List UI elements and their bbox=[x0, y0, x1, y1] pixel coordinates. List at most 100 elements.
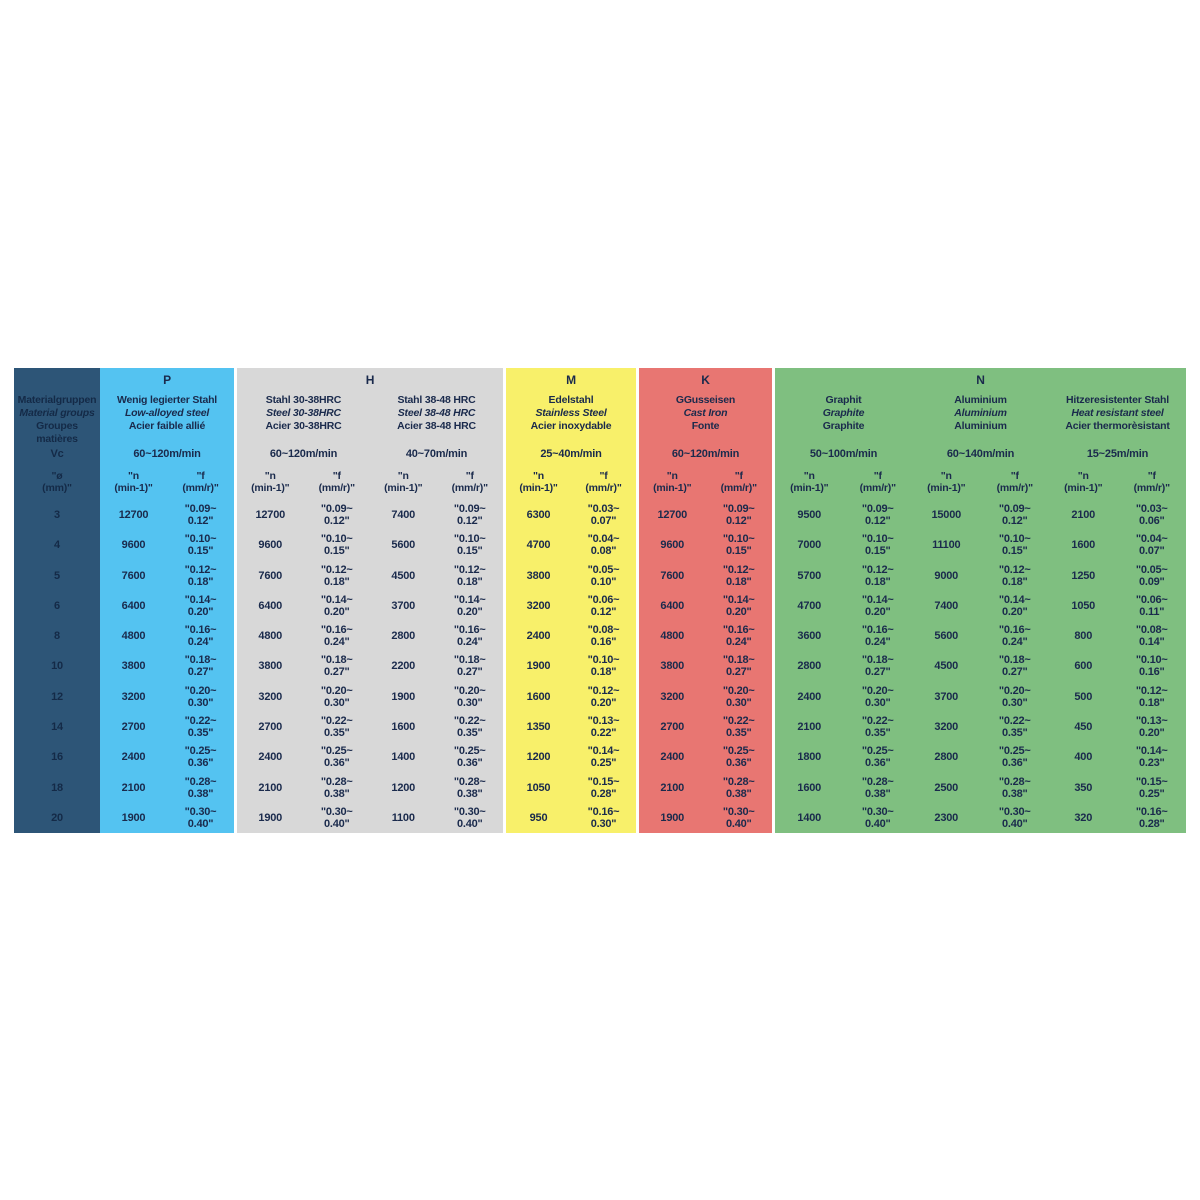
f-header: "f (mm/r)" bbox=[571, 466, 636, 500]
nf-header: "n (min-1)" "f (mm/r)" bbox=[639, 466, 772, 500]
f-header: "f (mm/r)" bbox=[844, 466, 913, 500]
n-header: "n (min-1)" bbox=[775, 466, 844, 500]
n-value: 12700 bbox=[255, 509, 286, 522]
f-value: "0.20~ 0.30" bbox=[437, 682, 504, 712]
data-row: 7600 "0.12~ 0.18" bbox=[237, 561, 370, 591]
f-value: "0.09~ 0.12" bbox=[167, 500, 234, 530]
n-value: 4500 bbox=[391, 569, 416, 582]
n-value: 15000 bbox=[931, 509, 962, 522]
f-value-line2: 0.18" bbox=[590, 666, 617, 679]
f-value-line1: "0.10~ bbox=[1135, 654, 1168, 667]
material-name-fr: Acier faible allié bbox=[128, 420, 206, 432]
f-value: "0.14~ 0.20" bbox=[167, 591, 234, 621]
f-value-line1: "0.16~ bbox=[1135, 805, 1168, 818]
n-value: 2400 bbox=[258, 751, 283, 764]
diameter-header: "ø (mm)" bbox=[14, 466, 100, 500]
f-header-line1: "f bbox=[873, 470, 882, 482]
f-value: "0.22~ 0.35" bbox=[304, 712, 371, 742]
f-value-line1: "0.04~ bbox=[587, 533, 620, 546]
f-value: "0.10~ 0.15" bbox=[706, 530, 773, 560]
f-value: "0.28~ 0.38" bbox=[167, 772, 234, 802]
f-value-line1: "0.25~ bbox=[184, 745, 217, 758]
f-value-line2: 0.16" bbox=[590, 636, 617, 649]
material-name-en: Graphite bbox=[822, 407, 865, 419]
f-value-line1: "0.14~ bbox=[1135, 745, 1168, 758]
n-value: 350 bbox=[1074, 781, 1093, 794]
n-value: 4700 bbox=[526, 539, 551, 552]
data-row: 12700 "0.09~ 0.12" bbox=[237, 500, 370, 530]
f-value-line2: 0.24" bbox=[725, 636, 752, 649]
f-value-line1: "0.25~ bbox=[998, 745, 1031, 758]
f-value-line2: 0.35" bbox=[864, 726, 891, 739]
data-row: 1900 "0.30~ 0.40" bbox=[100, 803, 234, 833]
f-value-line2: 0.07" bbox=[1138, 545, 1165, 558]
f-value-line1: "0.10~ bbox=[722, 533, 755, 546]
f-value: "0.14~ 0.20" bbox=[981, 591, 1050, 621]
data-row: 2100 "0.28~ 0.38" bbox=[237, 772, 370, 802]
data-row: 2400 "0.25~ 0.36" bbox=[639, 742, 772, 772]
f-value-line2: 0.27" bbox=[725, 666, 752, 679]
f-value-line1: "0.30~ bbox=[722, 805, 755, 818]
f-value-line1: "0.04~ bbox=[1135, 533, 1168, 546]
data-row: 2800 "0.16~ 0.24" bbox=[370, 621, 503, 651]
f-header-line2: (mm/r)" bbox=[318, 482, 355, 494]
n-value: 320 bbox=[1074, 811, 1093, 824]
f-value-line1: "0.28~ bbox=[861, 775, 894, 788]
f-value: "0.18~ 0.27" bbox=[437, 651, 504, 681]
f-value-line2: 0.20" bbox=[725, 605, 752, 618]
f-value: "0.09~ 0.12" bbox=[844, 500, 913, 530]
f-value: "0.14~ 0.20" bbox=[437, 591, 504, 621]
f-value-line2: 0.12" bbox=[864, 515, 891, 528]
group-letter-K: K bbox=[701, 373, 710, 387]
data-row: 4500 "0.18~ 0.27" bbox=[912, 651, 1049, 681]
data-row: 9600 "0.10~ 0.15" bbox=[639, 530, 772, 560]
f-value-line2: 0.27" bbox=[864, 666, 891, 679]
f-value: "0.12~ 0.18" bbox=[844, 561, 913, 591]
n-value: 2800 bbox=[391, 630, 416, 643]
nf-header: "n (min-1)" "f (mm/r)" bbox=[370, 466, 503, 500]
f-value: "0.12~ 0.18" bbox=[1118, 682, 1187, 712]
left-header-column: Materialgruppen Material groups Groupes … bbox=[14, 368, 100, 833]
f-value-line1: "0.09~ bbox=[453, 503, 486, 516]
n-value: 2100 bbox=[660, 781, 685, 794]
f-value-line2: 0.25" bbox=[1138, 787, 1165, 800]
diameter-value: 3 bbox=[54, 509, 60, 522]
group-letter-H: H bbox=[365, 373, 375, 387]
f-value: "0.30~ 0.40" bbox=[167, 803, 234, 833]
n-value: 6400 bbox=[660, 599, 685, 612]
n-value: 4500 bbox=[934, 660, 959, 673]
f-value-line1: "0.20~ bbox=[184, 684, 217, 697]
data-row: 4800 "0.16~ 0.24" bbox=[100, 621, 234, 651]
f-value-line1: "0.25~ bbox=[861, 745, 894, 758]
f-value-line1: "0.20~ bbox=[320, 684, 353, 697]
f-value-line2: 0.08" bbox=[590, 545, 617, 558]
n-value: 2400 bbox=[121, 751, 146, 764]
f-value-line2: 0.40" bbox=[323, 817, 350, 830]
f-value: "0.25~ 0.36" bbox=[437, 742, 504, 772]
f-header: "f (mm/r)" bbox=[981, 466, 1050, 500]
f-value-line1: "0.22~ bbox=[998, 714, 1031, 727]
data-row: 2300 "0.30~ 0.40" bbox=[912, 803, 1049, 833]
f-value: "0.12~ 0.20" bbox=[571, 682, 636, 712]
n-header-line1: "n bbox=[397, 470, 409, 482]
f-value-line1: "0.05~ bbox=[1135, 563, 1168, 576]
f-header-line1: "f bbox=[332, 470, 341, 482]
data-row: 2700 "0.22~ 0.35" bbox=[639, 712, 772, 742]
f-value-line2: 0.24" bbox=[187, 636, 214, 649]
data-rows: 7400 "0.09~ 0.12" 5600 "0.10~ 0.15" 4500 "0.12~… bbox=[370, 500, 503, 833]
n-value: 1600 bbox=[526, 690, 551, 703]
n-value: 1200 bbox=[391, 781, 416, 794]
material-name-fr: Acier 30-38HRC bbox=[265, 420, 342, 432]
n-value: 7000 bbox=[797, 539, 822, 552]
f-value-line1: "0.18~ bbox=[998, 654, 1031, 667]
n-value: 3800 bbox=[660, 660, 685, 673]
f-value-line1: "0.14~ bbox=[998, 593, 1031, 606]
n-value: 7600 bbox=[258, 569, 283, 582]
n-value: 4700 bbox=[797, 599, 822, 612]
n-value: 2700 bbox=[258, 720, 283, 733]
material-name: Hitzeresistenter Stahl Heat resistant st… bbox=[1049, 392, 1186, 442]
n-value: 1350 bbox=[526, 720, 551, 733]
f-value-line2: 0.12" bbox=[590, 605, 617, 618]
f-header: "f (mm/r)" bbox=[1118, 466, 1187, 500]
diameter-row: 20 bbox=[14, 803, 100, 833]
